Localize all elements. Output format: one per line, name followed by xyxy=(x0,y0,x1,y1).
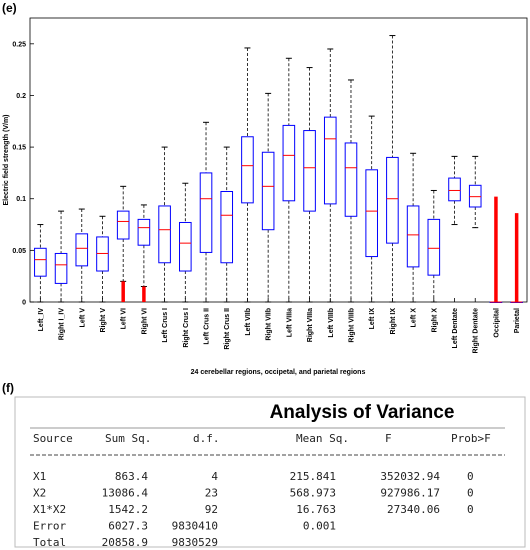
box xyxy=(386,156,399,244)
box xyxy=(261,151,275,231)
table-cell: 927986.17 xyxy=(380,487,440,500)
panel-label: (e) xyxy=(2,1,17,15)
box xyxy=(241,136,254,204)
x-tick-label: Right VIIIb xyxy=(348,308,355,343)
table-panel xyxy=(14,396,526,548)
table-cell: 16.763 xyxy=(296,503,336,516)
x-tick-label: Left Crus I xyxy=(162,308,169,343)
box xyxy=(96,236,109,272)
table-cell: 4 xyxy=(211,470,218,483)
table-cell: X2 xyxy=(33,487,46,500)
box xyxy=(75,233,89,267)
box xyxy=(220,190,234,264)
box xyxy=(344,142,358,217)
x-tick-label: Left Dentate xyxy=(452,308,459,349)
table-cell: Error xyxy=(33,520,66,533)
table-cell: 20858.9 xyxy=(102,536,148,549)
box xyxy=(303,130,316,212)
box xyxy=(116,210,130,240)
x-tick-label: Right Dentate xyxy=(473,308,480,354)
x-axis-label: 24 cerebellar regions, occipetal, and pa… xyxy=(191,369,366,376)
x-tick-label: Left Crus II xyxy=(204,308,211,345)
y-tick-label: 0.05 xyxy=(12,248,26,255)
box xyxy=(34,247,47,277)
x-tick-label: Right IX xyxy=(390,308,397,335)
table-cell: 9830410 xyxy=(172,520,218,533)
box xyxy=(137,218,151,246)
y-tick-label: 0.2 xyxy=(16,93,26,100)
box xyxy=(199,172,213,253)
x-tick-label: Left VIIIb xyxy=(328,308,335,338)
column-header: Sum Sq. xyxy=(105,432,151,445)
x-tick-label: Right Crus II xyxy=(224,308,231,350)
x-tick-label: Left VIIIa xyxy=(286,308,293,337)
y-axis-label: Electric field strength (V/m) xyxy=(3,114,10,205)
x-tick-label: Left VI xyxy=(121,308,128,329)
y-tick-label: 0.1 xyxy=(16,196,26,203)
x-tick-label: Right X xyxy=(431,308,438,333)
table-cell: 9830529 xyxy=(172,536,218,549)
x-tick-label: Left V xyxy=(79,308,86,328)
table-cell: 13086.4 xyxy=(102,487,149,500)
table-cell: 863.4 xyxy=(115,470,148,483)
box xyxy=(179,221,192,272)
panel-label: (f) xyxy=(2,381,14,395)
table-cell: 23 xyxy=(205,487,218,500)
x-tick-label: Right VI xyxy=(141,308,148,334)
table-cell: 215.841 xyxy=(290,470,336,483)
x-tick-label: Right Crus I xyxy=(183,308,190,348)
box xyxy=(54,252,68,284)
x-tick-label: Occipital xyxy=(493,308,500,338)
box xyxy=(448,177,461,202)
table-cell: 0.001 xyxy=(303,520,336,533)
column-header: Prob>F xyxy=(451,432,491,445)
box xyxy=(282,124,296,202)
box xyxy=(468,184,482,208)
x-tick-label: Left_IV xyxy=(38,308,45,332)
box xyxy=(427,218,441,276)
x-tick-label: Right V xyxy=(100,308,107,333)
column-header: Mean Sq. xyxy=(296,432,349,445)
x-tick-label: Left X xyxy=(411,308,418,328)
box xyxy=(158,205,171,264)
table-cell: 1542.2 xyxy=(108,503,148,516)
x-tick-label: Left VIIb xyxy=(245,308,252,336)
table-cell: 0 xyxy=(467,503,474,516)
y-tick-label: 0 xyxy=(22,300,26,307)
box xyxy=(323,116,337,205)
column-header: Source xyxy=(33,432,73,445)
x-tick-label: Left IX xyxy=(369,308,376,330)
table-cell: X1 xyxy=(33,470,46,483)
x-tick-label: Right VIIIa xyxy=(307,308,314,342)
box xyxy=(406,205,420,268)
x-tick-label: Parietal xyxy=(514,308,521,333)
plot-frame xyxy=(29,17,528,303)
table-cell: 568.973 xyxy=(290,487,336,500)
column-header: F xyxy=(385,432,392,445)
y-tick-label: 0.15 xyxy=(12,145,26,152)
table-cell: 92 xyxy=(205,503,218,516)
y-tick-label: 0.25 xyxy=(12,41,26,48)
table-cell: X1*X2 xyxy=(33,503,66,516)
x-tick-label: Right VIIb xyxy=(266,308,273,341)
table-cell: 0 xyxy=(467,470,474,483)
table-cell: 6027.3 xyxy=(108,520,148,533)
box xyxy=(365,169,378,258)
table-cell: 27340.06 xyxy=(387,503,440,516)
x-tick-label: Right I_IV xyxy=(59,308,66,341)
table-cell: 0 xyxy=(467,487,474,500)
column-header: d.f. xyxy=(193,432,220,445)
table-title: Analysis of Variance xyxy=(270,402,455,423)
table-cell: 352032.94 xyxy=(380,470,440,483)
table-cell: Total xyxy=(33,536,66,549)
